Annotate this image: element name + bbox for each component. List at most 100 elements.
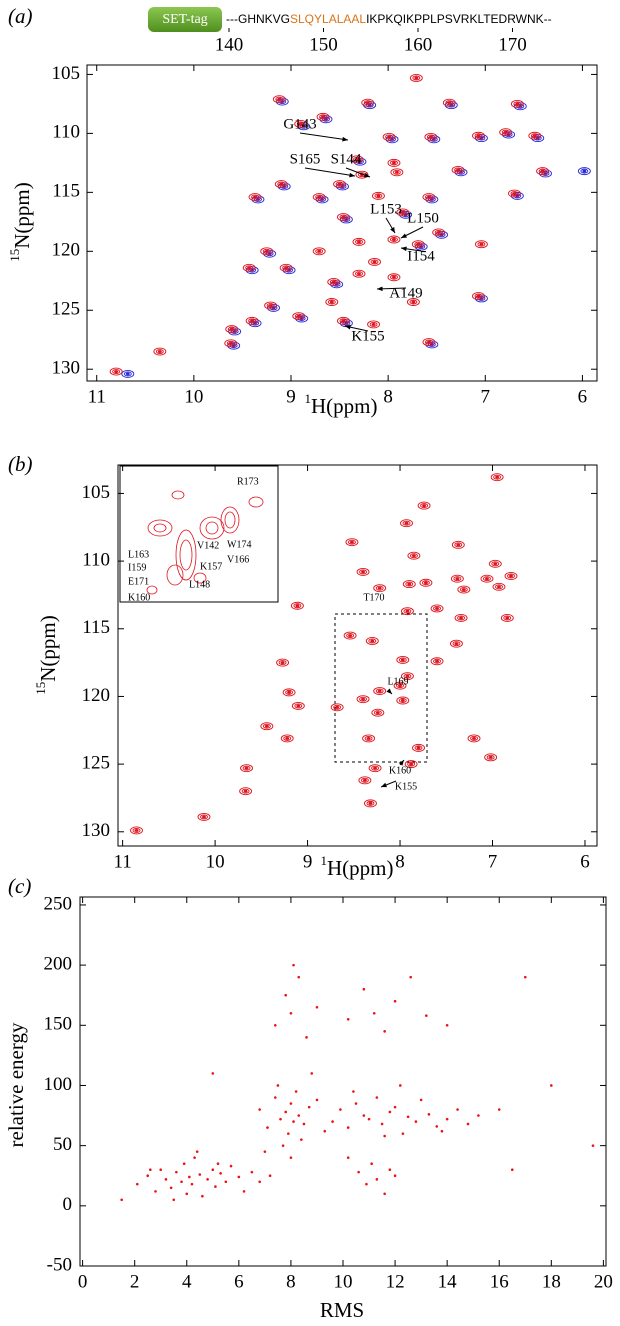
contour (373, 766, 378, 770)
peak (264, 301, 278, 310)
contour (359, 569, 367, 575)
contour (363, 100, 372, 106)
contour (339, 318, 348, 324)
contour (361, 570, 365, 574)
peak (109, 367, 123, 376)
contour (474, 293, 483, 299)
contour (501, 129, 510, 135)
point (219, 1172, 222, 1175)
contour (577, 167, 591, 176)
peak (373, 584, 387, 593)
contour (485, 577, 489, 581)
annotation: K160 (389, 765, 411, 776)
point (388, 1168, 392, 1172)
contour (125, 372, 130, 376)
contour (422, 504, 427, 508)
tag-button (148, 7, 222, 32)
contour (121, 369, 135, 378)
contour (582, 169, 587, 173)
contour (409, 762, 414, 766)
contour (372, 260, 377, 264)
panel-label: (b) (8, 452, 33, 476)
x-tick-label: 9 (303, 851, 313, 872)
point (237, 1175, 241, 1179)
tag-label: SET-tag (162, 12, 207, 27)
contour (312, 193, 326, 202)
point (287, 1132, 290, 1135)
contour (411, 240, 425, 249)
point (315, 1005, 319, 1009)
axis-label-text: H(ppm) (327, 856, 394, 880)
contour (387, 135, 392, 139)
point (211, 1072, 215, 1075)
peak (365, 637, 379, 645)
x-tick-label: 14 (438, 1271, 458, 1292)
contour (412, 75, 421, 81)
contour (226, 340, 235, 346)
peak (400, 607, 414, 616)
contour (474, 133, 483, 139)
inset-label: W174 (227, 539, 251, 550)
contour (292, 312, 306, 321)
point (297, 975, 301, 979)
contour (507, 573, 515, 579)
contour (493, 562, 498, 566)
contour (453, 576, 462, 582)
contour (390, 168, 404, 177)
contour (459, 616, 464, 620)
y-tick-label: 120 (82, 685, 111, 706)
contour (337, 316, 350, 325)
point (297, 1114, 301, 1117)
peak (396, 208, 410, 217)
peak (387, 158, 401, 167)
y-tick-label: 115 (82, 617, 110, 638)
contour (285, 689, 294, 695)
peak (424, 132, 438, 141)
point (372, 1011, 376, 1015)
annotation-arrow (304, 167, 356, 177)
peak (224, 339, 238, 348)
contour (459, 587, 468, 592)
peak (260, 722, 274, 731)
point (276, 1084, 280, 1087)
point (279, 1117, 282, 1121)
inset-label: I159 (128, 562, 146, 573)
contour (329, 279, 338, 285)
contour (228, 341, 233, 345)
arrow-head (398, 760, 404, 766)
contour (348, 634, 353, 637)
y-tick-label: 150 (44, 1014, 73, 1035)
contour (277, 97, 282, 101)
point (383, 1030, 386, 1033)
point (172, 1198, 176, 1202)
contour (452, 641, 461, 647)
peak (352, 269, 366, 278)
y-tick-label: -50 (47, 1254, 72, 1275)
contour (412, 743, 425, 752)
contour (400, 658, 405, 662)
contour (400, 519, 413, 528)
contour (434, 229, 443, 235)
contour (450, 574, 464, 583)
point (229, 1164, 233, 1168)
peak (121, 369, 135, 378)
peak (343, 631, 357, 640)
peak (451, 540, 465, 549)
y-tick-label: 100 (44, 1074, 73, 1095)
contour (407, 761, 416, 767)
peak (422, 338, 436, 347)
point (346, 1017, 350, 1021)
peak (333, 180, 347, 189)
contour (503, 130, 508, 134)
contour (416, 746, 421, 750)
contour (365, 637, 379, 645)
contour (447, 101, 452, 105)
x-tick-label: 10 (334, 1271, 353, 1292)
contour (454, 642, 459, 646)
contour (375, 711, 380, 715)
peak (362, 734, 376, 743)
point (258, 1108, 261, 1111)
x-tick-label: 7 (488, 851, 498, 872)
contour (242, 263, 256, 272)
annotation: L169 (387, 676, 408, 687)
